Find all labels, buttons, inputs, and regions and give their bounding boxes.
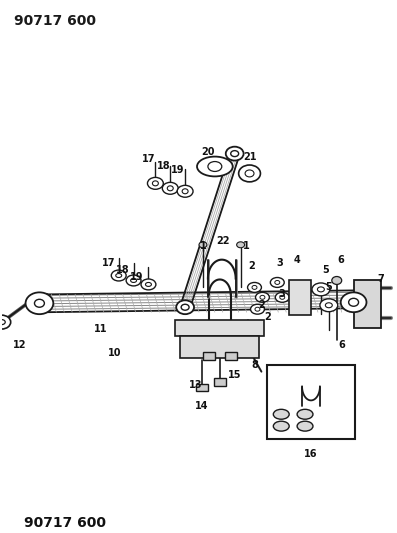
Text: 1: 1 [200,241,206,251]
Text: 21: 21 [243,151,256,161]
Ellipse shape [162,182,178,194]
Text: 2: 2 [258,300,265,310]
Text: 90717 600: 90717 600 [23,516,106,530]
Ellipse shape [199,242,207,248]
Text: 18: 18 [156,160,170,171]
Text: 18: 18 [116,264,129,274]
Bar [214,377,226,385]
Ellipse shape [251,304,264,314]
Ellipse shape [111,270,126,281]
Ellipse shape [25,293,53,314]
Ellipse shape [141,279,156,290]
Text: 2: 2 [264,312,271,322]
Ellipse shape [176,300,194,314]
Bar [267,365,355,439]
Text: 6: 6 [338,340,345,350]
Ellipse shape [239,165,260,182]
Text: 4: 4 [294,255,301,265]
Ellipse shape [237,242,245,248]
Ellipse shape [273,421,289,431]
Bar [196,384,208,391]
Ellipse shape [320,299,338,312]
Text: 22: 22 [216,236,229,246]
Text: 8: 8 [251,360,258,370]
Bar [180,336,260,358]
Ellipse shape [270,278,284,287]
Text: 12: 12 [13,340,26,350]
Ellipse shape [256,293,269,302]
Ellipse shape [248,282,262,293]
Ellipse shape [341,293,366,312]
Text: 17: 17 [142,154,155,164]
Text: 15: 15 [228,369,241,379]
Ellipse shape [275,293,289,302]
Text: 17: 17 [102,257,116,268]
Bar [354,280,382,328]
Ellipse shape [226,147,244,160]
Text: 10: 10 [108,348,121,358]
Text: 20: 20 [201,147,215,157]
Text: 5: 5 [322,264,329,274]
Ellipse shape [332,277,342,285]
Text: 16: 16 [304,449,318,459]
Ellipse shape [297,409,313,419]
Text: 2: 2 [248,261,255,271]
Ellipse shape [197,157,233,176]
Text: 90717 600: 90717 600 [13,14,96,28]
Bar [289,280,311,315]
Text: 19: 19 [172,165,185,175]
Ellipse shape [126,275,141,286]
Text: 5: 5 [326,282,332,293]
Text: 19: 19 [130,272,143,282]
Text: 3: 3 [276,257,283,268]
Ellipse shape [0,315,11,329]
Text: 1: 1 [243,241,250,251]
Text: 7: 7 [377,274,384,285]
Ellipse shape [312,283,330,296]
Text: 11: 11 [94,324,108,334]
Text: 14: 14 [195,401,209,411]
Bar [203,352,215,360]
Text: 6: 6 [337,255,344,265]
Text: 3: 3 [278,289,285,300]
Text: 13: 13 [189,379,203,390]
Bar [175,320,264,336]
Bar [225,352,237,360]
Ellipse shape [177,185,193,197]
Ellipse shape [297,421,313,431]
Ellipse shape [273,409,289,419]
Ellipse shape [147,177,163,189]
